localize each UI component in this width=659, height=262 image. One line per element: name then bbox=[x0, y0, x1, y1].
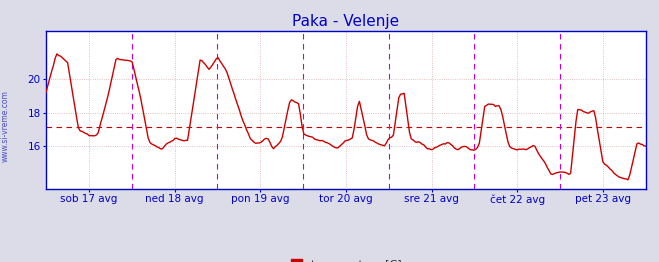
Title: Paka - Velenje: Paka - Velenje bbox=[293, 14, 399, 29]
Text: www.si-vreme.com: www.si-vreme.com bbox=[1, 90, 10, 162]
Legend: temperatura [C]: temperatura [C] bbox=[286, 255, 406, 262]
